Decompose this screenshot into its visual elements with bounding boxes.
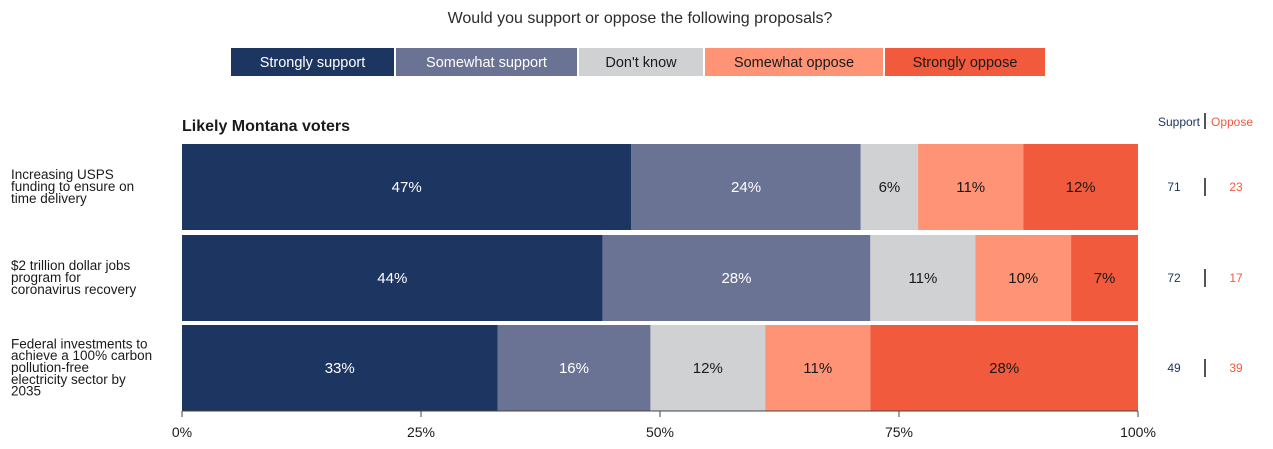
bar-label: 11% xyxy=(908,270,937,287)
legend-label-strongly-support: Strongly support xyxy=(260,55,366,71)
bar-label: 24% xyxy=(731,179,761,196)
bar-somewhat-support xyxy=(497,325,651,411)
bar-label: 11% xyxy=(803,360,832,377)
oppose-value: 23 xyxy=(1229,180,1243,194)
legend-label-don-t-know: Don't know xyxy=(605,55,677,71)
bar-somewhat-support xyxy=(631,144,861,230)
legend-label-somewhat-oppose: Somewhat oppose xyxy=(734,55,854,71)
support-value: 71 xyxy=(1167,180,1181,194)
bar-label: 28% xyxy=(721,270,751,287)
bar-label: 28% xyxy=(989,360,1019,377)
bar-label: 47% xyxy=(392,179,422,196)
legend: Strongly support Somewhat support Don't kn… xyxy=(231,48,1045,76)
bar-label: 33% xyxy=(325,360,355,377)
category-label: $2 trillion dollar jobs program for corona… xyxy=(11,258,137,297)
x-tick-label: 0% xyxy=(172,424,192,440)
legend-swatch-strongly-oppose xyxy=(885,48,1045,76)
bar-strongly-oppose xyxy=(1023,144,1138,230)
oppose-value: 17 xyxy=(1229,271,1243,285)
oppose-header: Oppose xyxy=(1211,115,1253,129)
bar-strongly-oppose xyxy=(1071,235,1138,321)
bar-label: 12% xyxy=(693,360,723,377)
bar-somewhat-oppose xyxy=(918,144,1024,230)
bar-don-t-know xyxy=(650,325,766,411)
category-label: Federal investments to achieve a 100% car… xyxy=(11,336,152,398)
bar-label: 11% xyxy=(956,179,985,196)
legend-swatch-somewhat-oppose xyxy=(705,48,883,76)
legend-label-somewhat-support: Somewhat support xyxy=(426,55,547,71)
bar-strongly-support xyxy=(182,235,603,321)
support-oppose-header: Support Oppose xyxy=(1158,113,1253,129)
bar-somewhat-support xyxy=(602,235,871,321)
bar-don-t-know xyxy=(860,144,919,230)
legend-swatch-don-t-know xyxy=(579,48,703,76)
bar-label: 16% xyxy=(559,360,589,377)
support-value: 49 xyxy=(1167,361,1181,375)
x-tick-label: 75% xyxy=(885,424,913,440)
x-tick-label: 50% xyxy=(646,424,674,440)
category-label: Increasing USPS funding to ensure on time … xyxy=(11,167,134,206)
x-tick-label: 25% xyxy=(407,424,435,440)
bar-somewhat-oppose xyxy=(765,325,871,411)
bar-don-t-know xyxy=(870,235,976,321)
support-value: 72 xyxy=(1167,271,1181,285)
bar-somewhat-oppose xyxy=(975,235,1072,321)
side-values: 71 23 72 17 49 39 xyxy=(1167,178,1243,377)
bar-label: 12% xyxy=(1066,179,1096,196)
bar-strongly-oppose xyxy=(870,325,1138,411)
legend-label-strongly-oppose: Strongly oppose xyxy=(913,55,1018,71)
oppose-value: 39 xyxy=(1229,361,1243,375)
category-labels: Increasing USPS funding to ensure on time … xyxy=(11,167,152,398)
legend-swatch-strongly-support xyxy=(231,48,394,76)
chart-title: Would you support or oppose the followin… xyxy=(448,10,833,27)
bar-label: 10% xyxy=(1008,270,1038,287)
legend-swatch-somewhat-support xyxy=(396,48,577,76)
bar-label: 44% xyxy=(377,270,407,287)
support-header: Support xyxy=(1158,115,1201,129)
x-axis: 0% 25% 50% 75% 100% xyxy=(172,410,1156,440)
chart-subtitle: Likely Montana voters xyxy=(182,118,350,135)
x-tick-label: 100% xyxy=(1120,424,1156,440)
bar-strongly-support xyxy=(182,144,632,230)
bar-label: 6% xyxy=(879,179,901,196)
bars: 47% 24% 6% 11% 12% 44% 28% 11% 10% 7% 33% 16% 12% 11%… xyxy=(182,144,1138,411)
bar-label: 7% xyxy=(1094,270,1116,287)
bar-strongly-support xyxy=(182,325,498,411)
